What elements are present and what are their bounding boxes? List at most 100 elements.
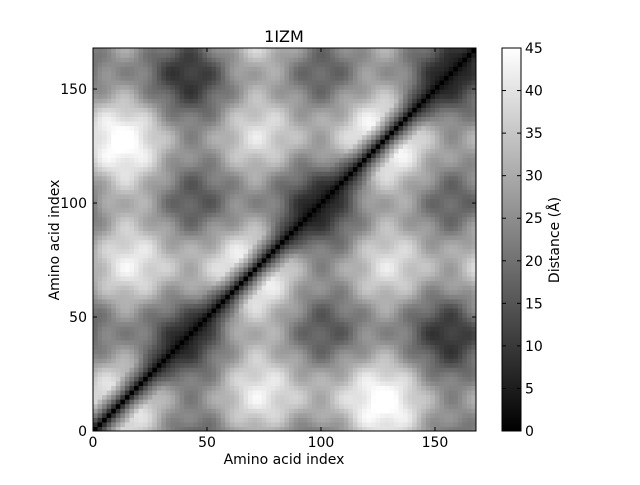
heatmap-cell xyxy=(320,248,327,254)
heatmap-cell xyxy=(316,180,322,186)
heatmap-cell xyxy=(357,399,363,405)
heatmap-cell xyxy=(339,234,345,241)
heatmap-cell xyxy=(325,152,331,159)
heatmap-cell xyxy=(284,198,290,204)
heatmap-cell xyxy=(225,98,231,104)
heatmap-cell xyxy=(165,380,172,387)
heatmap-cell xyxy=(179,330,185,336)
heatmap-cell xyxy=(170,125,176,131)
heatmap-cell xyxy=(298,116,304,122)
heatmap-cell xyxy=(120,412,126,418)
heatmap-cell xyxy=(293,157,299,163)
heatmap-cell xyxy=(325,184,331,190)
heatmap-cell xyxy=(320,426,327,431)
heatmap-cell xyxy=(257,75,263,81)
heatmap-cell xyxy=(316,89,322,95)
heatmap-cell xyxy=(248,358,254,364)
heatmap-cell xyxy=(229,107,235,113)
heatmap-cell xyxy=(202,403,208,409)
heatmap-cell xyxy=(152,371,158,377)
heatmap-cell xyxy=(184,70,190,76)
heatmap-cell xyxy=(143,189,149,195)
heatmap-cell xyxy=(206,48,213,54)
heatmap-cell xyxy=(348,139,354,145)
heatmap-cell xyxy=(266,93,272,99)
heatmap-cell xyxy=(161,348,167,355)
heatmap-cell xyxy=(138,294,144,300)
heatmap-cell xyxy=(220,362,226,368)
heatmap-cell xyxy=(302,271,308,277)
heatmap-cell xyxy=(234,175,240,181)
heatmap-cell xyxy=(124,102,131,108)
heatmap-cell xyxy=(266,216,272,222)
heatmap-cell xyxy=(216,371,222,377)
heatmap-cell xyxy=(362,298,368,304)
heatmap-cell xyxy=(143,212,149,218)
heatmap-cell xyxy=(330,335,336,341)
heatmap-cell xyxy=(188,412,194,418)
heatmap-cell xyxy=(266,125,272,131)
heatmap-cell xyxy=(211,143,217,149)
heatmap-cell xyxy=(143,116,149,122)
heatmap-cell xyxy=(343,326,349,332)
heatmap-cell xyxy=(316,157,322,163)
heatmap-cell xyxy=(220,426,226,431)
heatmap-cell xyxy=(175,143,181,149)
heatmap-cell xyxy=(202,98,208,104)
heatmap-cell xyxy=(343,166,349,172)
heatmap-cell xyxy=(316,289,322,295)
heatmap-cell xyxy=(111,225,117,231)
heatmap-cell xyxy=(279,89,286,95)
heatmap-cell xyxy=(311,399,318,405)
heatmap-cell xyxy=(270,184,276,190)
heatmap-cell xyxy=(279,403,286,409)
heatmap-cell xyxy=(243,289,249,295)
heatmap-cell xyxy=(334,275,340,282)
heatmap-cell xyxy=(225,275,231,282)
heatmap-cell xyxy=(293,221,299,227)
heatmap-cell xyxy=(275,403,281,409)
heatmap-cell xyxy=(298,203,304,209)
heatmap-cell xyxy=(362,294,368,300)
heatmap-cell xyxy=(248,216,254,222)
heatmap-cell xyxy=(216,212,222,218)
heatmap-cell xyxy=(206,107,213,113)
heatmap-cell xyxy=(120,84,126,90)
heatmap-cell xyxy=(143,358,149,364)
heatmap-cell xyxy=(261,321,267,327)
heatmap-cell xyxy=(343,362,349,368)
heatmap-cell xyxy=(97,280,103,286)
heatmap-cell xyxy=(147,262,153,268)
heatmap-cell xyxy=(266,421,272,428)
heatmap-cell xyxy=(165,157,172,163)
heatmap-cell xyxy=(257,312,263,318)
heatmap-cell xyxy=(352,385,359,391)
heatmap-cell xyxy=(289,326,295,332)
heatmap-cell xyxy=(143,98,149,104)
heatmap-cell xyxy=(211,93,217,99)
heatmap-cell xyxy=(129,171,135,177)
heatmap-cell xyxy=(184,417,190,423)
heatmap-cell xyxy=(243,221,249,227)
heatmap-cell xyxy=(220,139,226,145)
heatmap-cell xyxy=(311,134,318,140)
heatmap-cell xyxy=(275,148,281,154)
heatmap-cell xyxy=(129,394,135,400)
heatmap-cell xyxy=(102,75,108,81)
heatmap-cell xyxy=(316,212,322,218)
heatmap-cell xyxy=(197,203,204,209)
heatmap-cell xyxy=(143,57,149,63)
heatmap-cell xyxy=(170,52,176,58)
heatmap-cell xyxy=(115,330,121,336)
heatmap-cell xyxy=(279,107,286,113)
heatmap-cell xyxy=(138,385,144,391)
heatmap-cell xyxy=(248,417,254,423)
heatmap-cell xyxy=(161,157,167,163)
heatmap-cell xyxy=(156,275,162,282)
heatmap-cell xyxy=(165,107,172,113)
heatmap-cell xyxy=(257,111,263,117)
heatmap-cell xyxy=(302,230,308,236)
heatmap-cell xyxy=(115,184,121,190)
heatmap-cell xyxy=(357,75,363,81)
heatmap-cell xyxy=(225,120,231,127)
